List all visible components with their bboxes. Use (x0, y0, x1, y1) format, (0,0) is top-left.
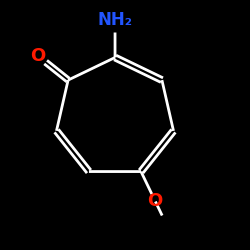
Text: O: O (148, 192, 163, 210)
Text: NH₂: NH₂ (98, 11, 132, 29)
Text: O: O (30, 47, 46, 65)
